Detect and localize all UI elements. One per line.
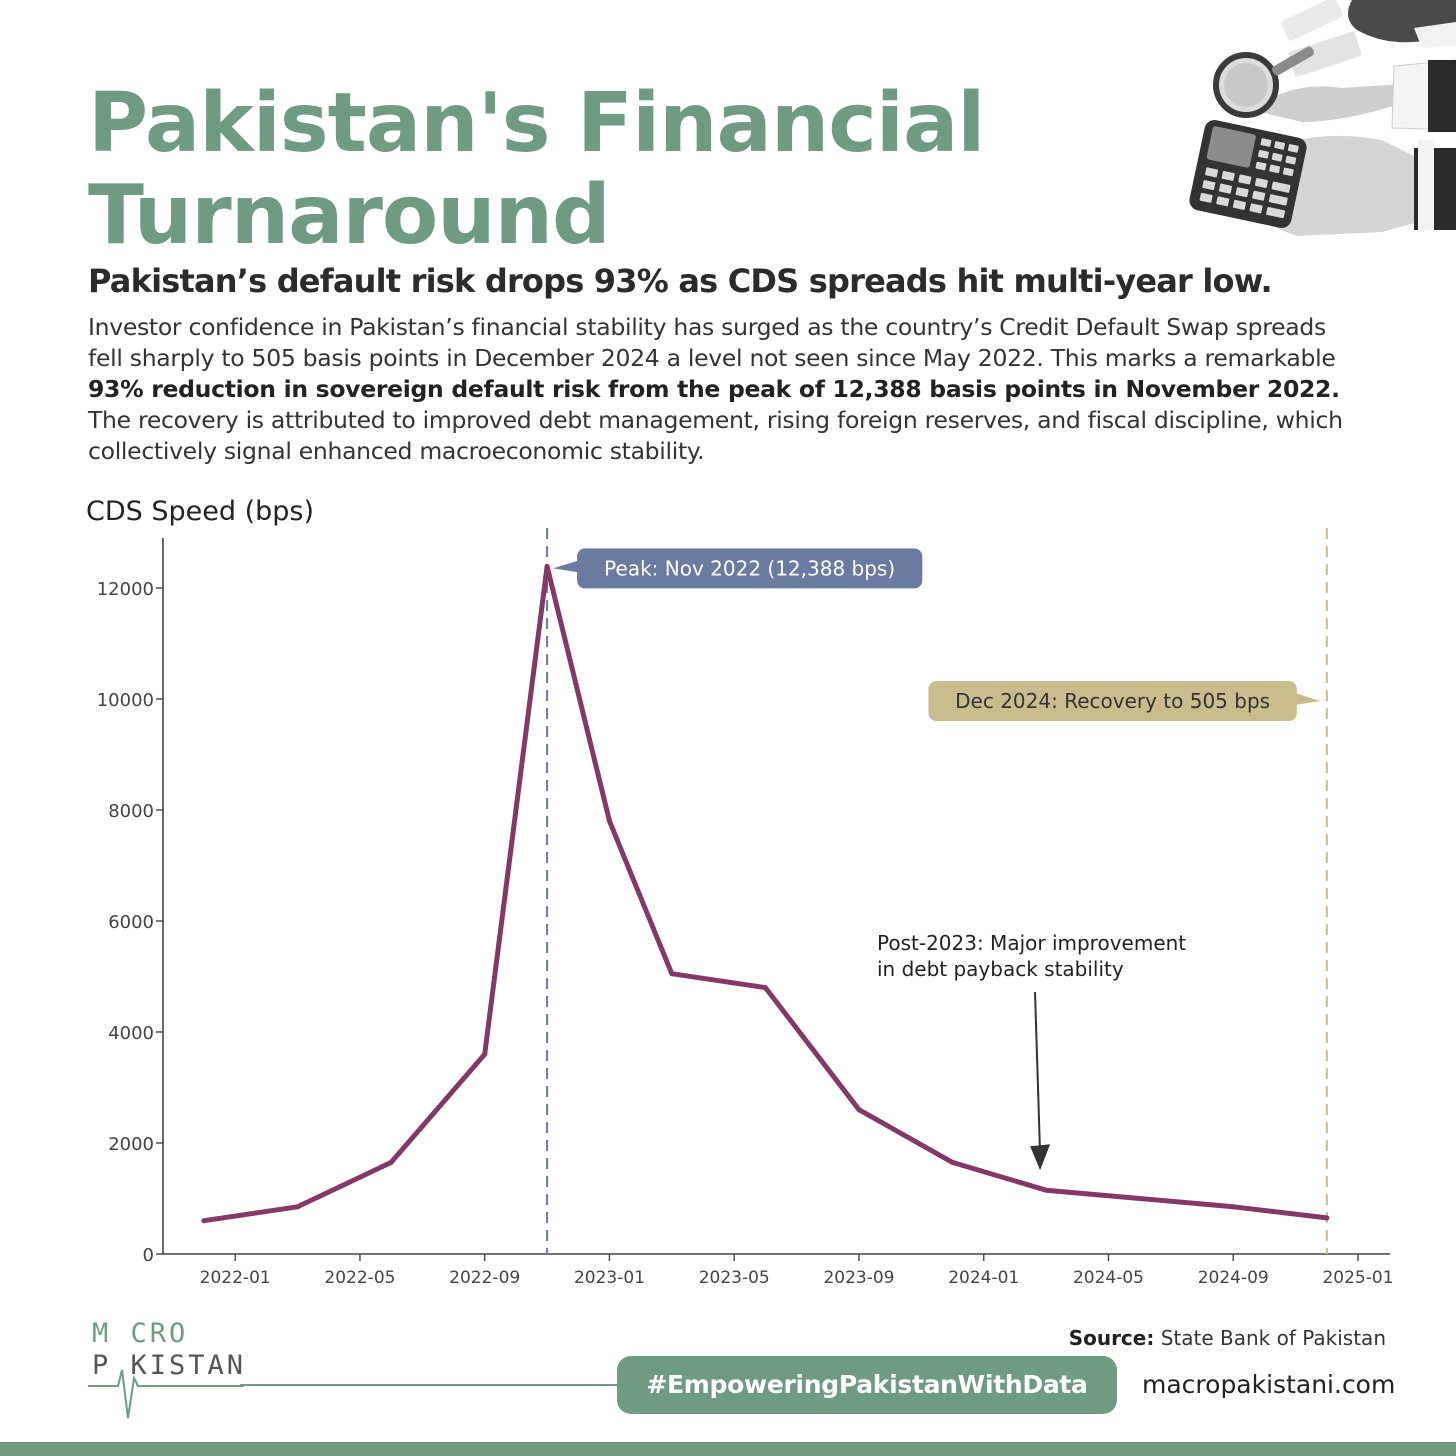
cds-line-chart: CDS Speed (bps) 0 2000 4000 6000 8000 10000 12… [86, 496, 1394, 1288]
x-tick-label: 2023-01 [574, 1268, 645, 1288]
x-tick-label: 2024-05 [1073, 1268, 1144, 1288]
y-tick-label: 8000 [108, 801, 154, 822]
data-point [606, 818, 612, 824]
source-label: Source: [1068, 1326, 1155, 1350]
y-tick-label: 4000 [108, 1023, 154, 1044]
page-subtitle: Pakistan’s default risk drops 93% as CDS… [88, 262, 1273, 300]
x-tick-label: 2022-09 [449, 1268, 520, 1288]
hashtag-pill: #EmpoweringPakistanWithData [617, 1356, 1117, 1414]
data-point [669, 971, 675, 977]
intro-text-bold: 93% reduction in sovereign default risk … [88, 375, 1340, 403]
y-tick-label: 10000 [97, 690, 154, 711]
website-link[interactable]: macropakistani.com [1142, 1370, 1396, 1399]
y-axis-label: CDS Speed (bps) [86, 496, 314, 527]
data-point [295, 1204, 301, 1210]
data-point [482, 1051, 488, 1057]
annotation-pointer [553, 560, 580, 573]
data-point [388, 1159, 394, 1165]
x-tick-label: 2025-01 [1322, 1268, 1393, 1288]
y-ticks: 0 2000 4000 6000 8000 10000 12000 [97, 579, 163, 1266]
calculator-illustration [1189, 0, 1456, 236]
title-line-1: Pakistan's Financial [88, 76, 985, 171]
annotation-label: Post-2023: Major improvement [877, 931, 1186, 955]
macro-pakistani-logo: M CRO P KISTANI [88, 1318, 248, 1419]
annotation-arrow [1034, 991, 1042, 1155]
data-point [544, 563, 550, 569]
logo-line-1: M CRO [92, 1318, 188, 1349]
y-tick-label: 2000 [108, 1134, 154, 1155]
data-point [856, 1107, 862, 1113]
data-point [1137, 1195, 1143, 1201]
intro-text-2: The recovery is attributed to improved d… [88, 406, 1343, 465]
page-title: Pakistan's Financial Turnaround [88, 78, 1088, 262]
data-point [1043, 1187, 1049, 1193]
x-tick-label: 2024-01 [948, 1268, 1019, 1288]
logo-line-2: P KISTANI [92, 1350, 248, 1381]
cds-series-line [201, 563, 1330, 1224]
intro-text-1: Investor confidence in Pakistan’s financ… [88, 313, 1336, 372]
x-tick-label: 2024-09 [1198, 1268, 1269, 1288]
data-point [1324, 1215, 1330, 1221]
annotation-pointer [1294, 692, 1321, 705]
chart-axes [162, 538, 1390, 1255]
x-tick-label: 2023-09 [823, 1268, 894, 1288]
y-tick-label: 0 [143, 1245, 154, 1266]
data-point [950, 1159, 956, 1165]
annotations: Peak: Nov 2022 (12,388 bps) Dec 2024: Rec… [553, 548, 1321, 1171]
bottom-bar [0, 1442, 1456, 1456]
y-tick-label: 6000 [108, 912, 154, 933]
annotation-arrowhead [1030, 1144, 1051, 1171]
y-tick-label: 12000 [97, 579, 154, 600]
x-tick-label: 2022-05 [324, 1268, 395, 1288]
x-ticks: 2022-01 2022-05 2022-09 2023-01 2023-05 2023-… [200, 1254, 1394, 1288]
annotation-box [577, 548, 923, 589]
data-point [762, 985, 768, 991]
x-tick-label: 2023-05 [699, 1268, 770, 1288]
annotation-box [928, 680, 1297, 721]
annotation-label: Peak: Nov 2022 (12,388 bps) [604, 556, 895, 580]
annotation-label: Dec 2024: Recovery to 505 bps [955, 689, 1270, 713]
annotation-label: in debt payback stability [877, 957, 1124, 981]
intro-paragraph: Investor confidence in Pakistan’s financ… [88, 312, 1348, 467]
series-group [201, 563, 1330, 1224]
x-tick-label: 2022-01 [200, 1268, 271, 1288]
source-text: State Bank of Pakistan [1154, 1326, 1386, 1350]
footer-divider [240, 1384, 620, 1386]
title-line-2: Turnaround [88, 168, 611, 263]
source-note: Source: State Bank of Pakistan [1069, 1326, 1386, 1350]
data-point [1230, 1204, 1236, 1210]
data-point [201, 1218, 207, 1224]
marker-lines [546, 528, 1328, 1254]
